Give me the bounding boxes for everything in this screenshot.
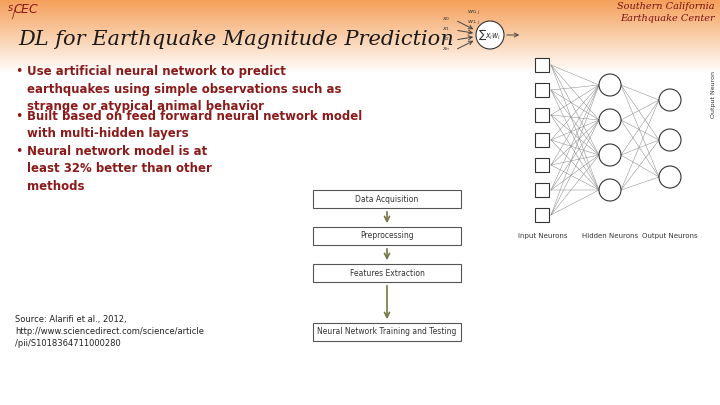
Bar: [535, 83, 549, 97]
Text: $x_1$: $x_1$: [442, 25, 450, 33]
Bar: [313, 227, 461, 245]
Text: Southern California
Earthquake Center: Southern California Earthquake Center: [617, 2, 715, 23]
Text: Built based on feed forward neural network model
with multi-hidden layers: Built based on feed forward neural netwo…: [27, 110, 362, 141]
Text: Neural Network Training and Testing: Neural Network Training and Testing: [318, 328, 456, 337]
Circle shape: [659, 89, 681, 111]
Circle shape: [599, 109, 621, 131]
Text: Output Neurons: Output Neurons: [642, 233, 698, 239]
Bar: [535, 158, 549, 172]
Bar: [535, 133, 549, 147]
Bar: [313, 190, 461, 208]
Bar: [535, 208, 549, 222]
Circle shape: [476, 21, 504, 49]
Text: DL for Earthquake Magnitude Prediction: DL for Earthquake Magnitude Prediction: [18, 30, 454, 49]
Circle shape: [659, 129, 681, 151]
Text: $x_0$: $x_0$: [442, 15, 450, 23]
Text: Neural network model is at
least 32% better than other
methods: Neural network model is at least 32% bet…: [27, 145, 212, 193]
Text: $\sum x_i w_i$: $\sum x_i w_i$: [478, 28, 502, 42]
Text: •: •: [15, 65, 22, 78]
Circle shape: [659, 166, 681, 188]
Text: $s$: $s$: [7, 3, 14, 13]
Bar: [535, 58, 549, 72]
Circle shape: [599, 179, 621, 201]
Text: •: •: [15, 110, 22, 123]
Text: •: •: [15, 145, 22, 158]
Text: Hidden Neurons: Hidden Neurons: [582, 233, 638, 239]
Text: Data Acquisition: Data Acquisition: [356, 194, 418, 203]
Text: $C$: $C$: [28, 3, 39, 16]
Bar: [535, 183, 549, 197]
Text: Source: Alarifi et al., 2012,
http://www.sciencedirect.com/science/article
/pii/: Source: Alarifi et al., 2012, http://www…: [15, 315, 204, 347]
Bar: [313, 264, 461, 282]
Text: Features Extraction: Features Extraction: [350, 269, 424, 277]
Text: Input Neurons: Input Neurons: [518, 233, 568, 239]
Text: $/$: $/$: [11, 8, 17, 21]
Text: $x_n$: $x_n$: [441, 45, 450, 53]
Bar: [535, 108, 549, 122]
Bar: [313, 323, 461, 341]
Text: Use artificial neural network to predict
earthquakes using simple observations s: Use artificial neural network to predict…: [27, 65, 341, 113]
Text: $x_2$: $x_2$: [442, 35, 450, 43]
Text: $C$: $C$: [13, 3, 24, 16]
Circle shape: [599, 144, 621, 166]
Text: Output Neuron: Output Neuron: [711, 72, 716, 119]
Circle shape: [599, 74, 621, 96]
Text: $w_{0,j}$: $w_{0,j}$: [467, 9, 480, 18]
Text: $w_{1,j}$: $w_{1,j}$: [467, 19, 480, 28]
Text: $E$: $E$: [20, 3, 30, 16]
Text: Preprocessing: Preprocessing: [360, 232, 414, 241]
